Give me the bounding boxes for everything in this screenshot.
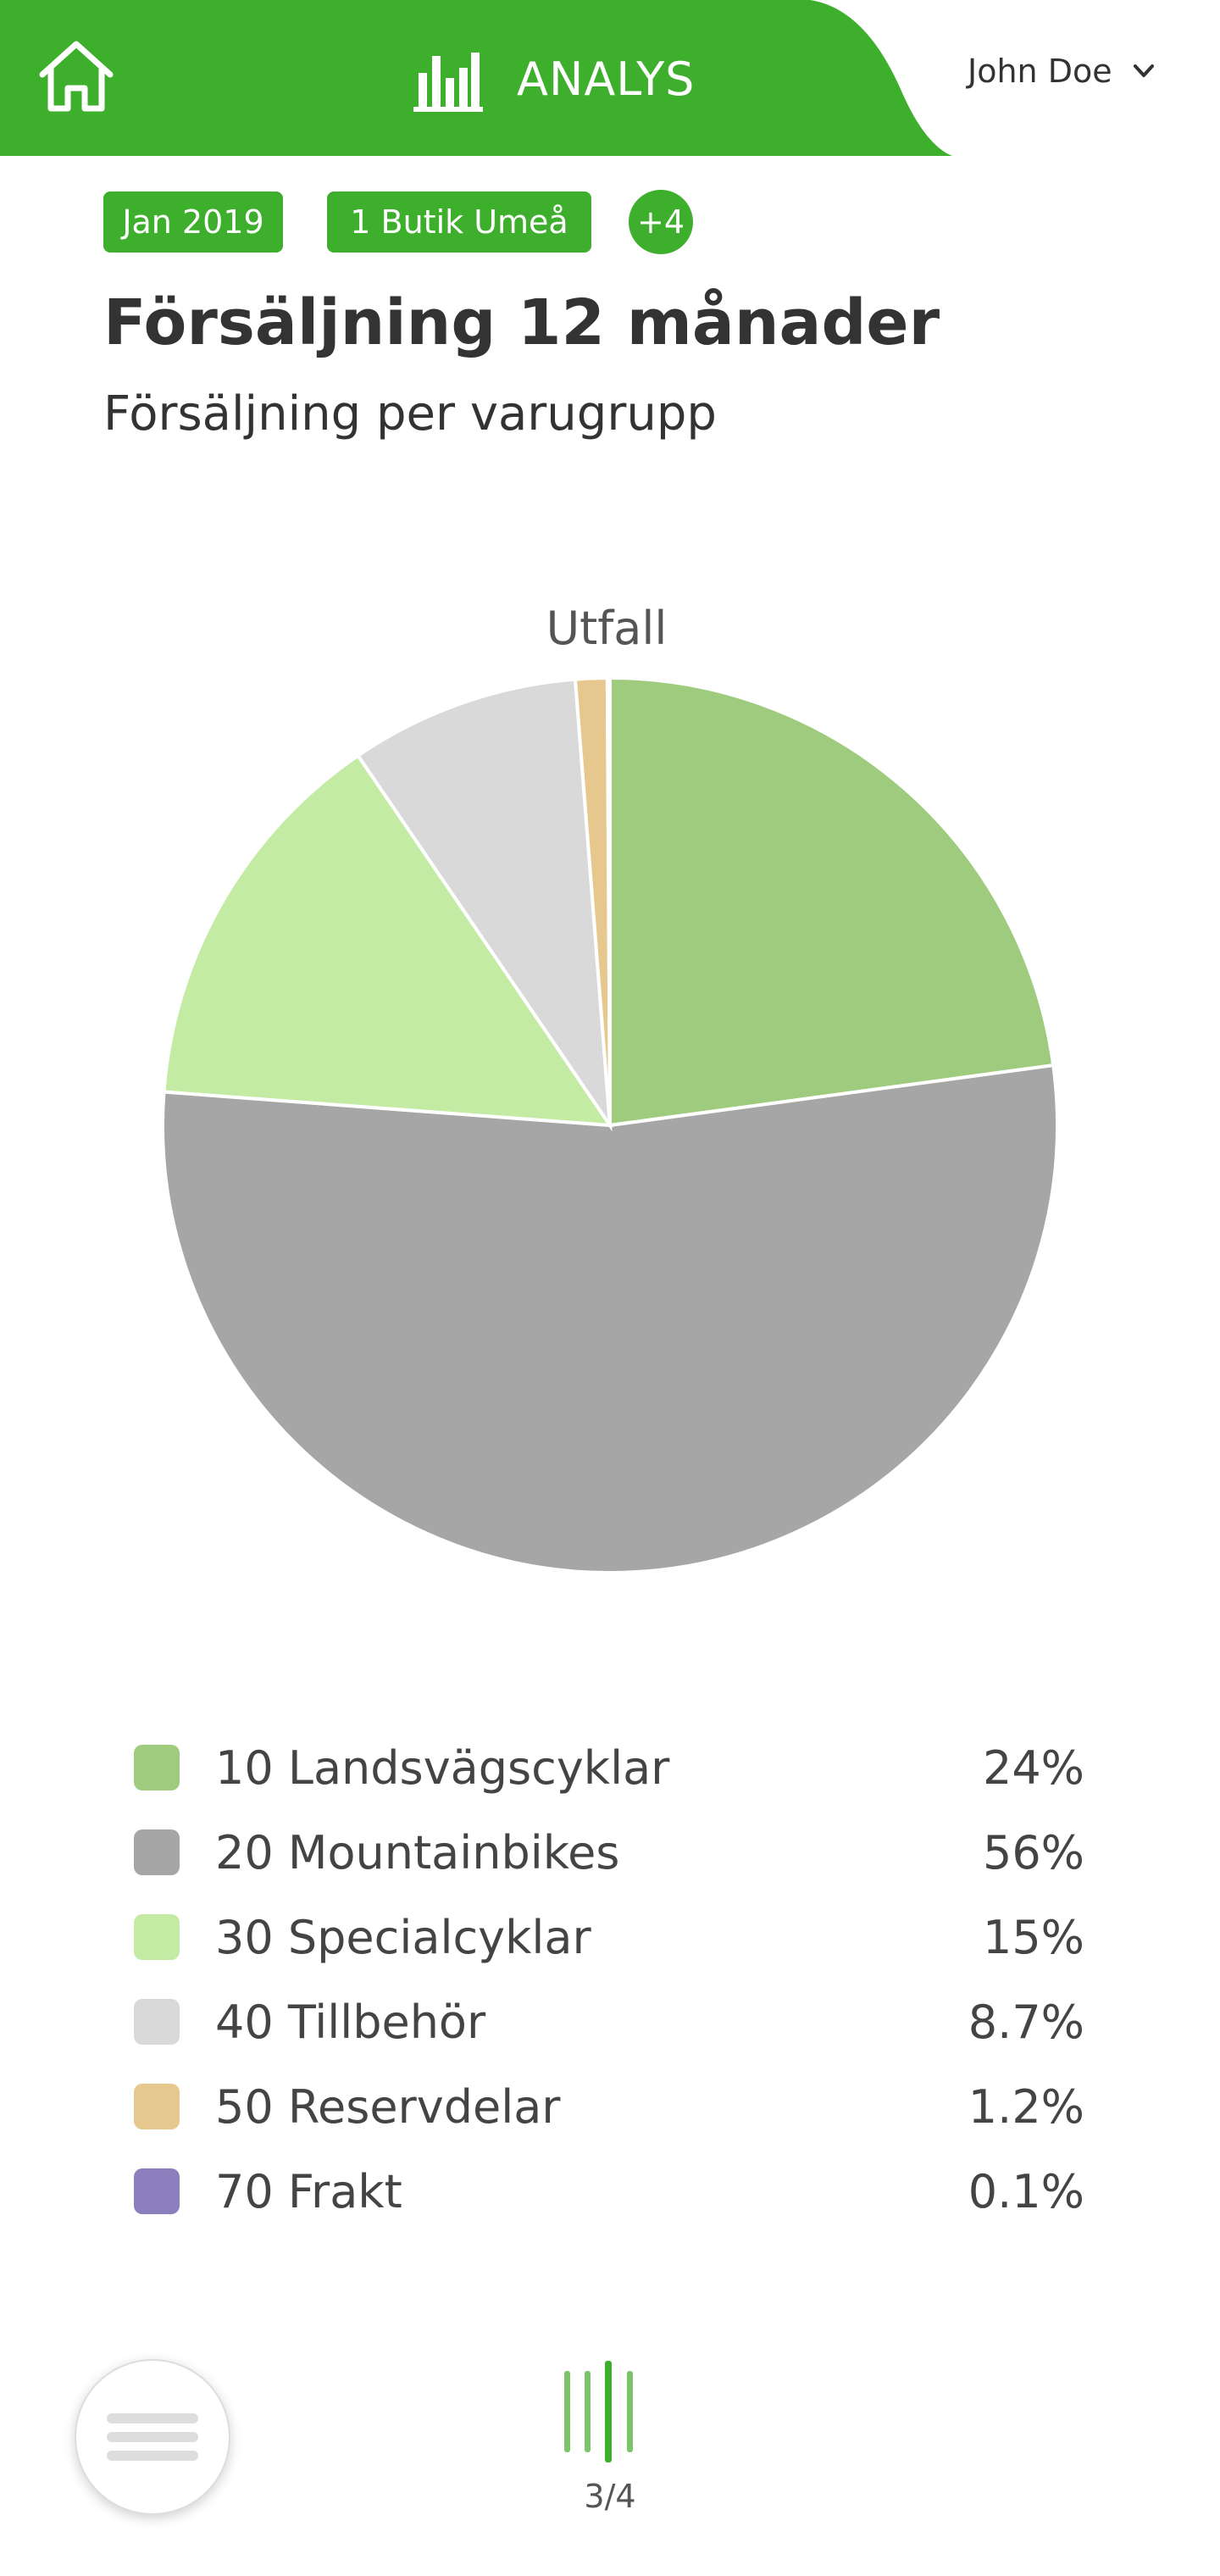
page-indicator-text: 3/4 (584, 2478, 636, 2515)
legend-label: 40 Tillbehör (215, 1995, 486, 2049)
legend-label: 30 Specialcyklar (215, 1910, 591, 1964)
home-button[interactable] (34, 37, 119, 119)
user-name: John Doe (968, 53, 1112, 90)
home-icon (39, 41, 114, 112)
legend-value: 1.2% (968, 2079, 1084, 2134)
legend-label: 50 Reservdelar (215, 2079, 561, 2134)
legend-value: 0.1% (968, 2164, 1084, 2218)
pie-slice[interactable] (161, 1063, 1059, 1574)
page-subtitle: Försäljning per varugrupp (103, 386, 717, 441)
app-title: ANALYS (517, 52, 696, 106)
legend-swatch (134, 1829, 180, 1875)
user-menu[interactable]: John Doe (968, 53, 1156, 90)
pie-slice[interactable] (162, 752, 613, 1128)
legend-value: 24% (982, 1740, 1084, 1795)
pie-slice[interactable] (355, 677, 613, 1132)
pie-chart: Utfall (161, 602, 1059, 1574)
bar-chart-icon (413, 53, 483, 112)
legend-swatch (134, 1914, 180, 1960)
legend-swatch (134, 1999, 180, 2045)
legend-item[interactable]: 50 Reservdelar 1.2% (134, 2064, 1084, 2149)
legend-value: 56% (982, 1825, 1084, 1879)
app-header-title: ANALYS (412, 42, 695, 115)
legend-item[interactable]: 40 Tillbehör 8.7% (134, 1979, 1084, 2064)
legend-item[interactable]: 20 Mountainbikes 56% (134, 1810, 1084, 1895)
chevron-down-icon (1133, 64, 1154, 77)
page-indicator-icon[interactable] (561, 2359, 642, 2464)
legend-label: 20 Mountainbikes (215, 1825, 620, 1879)
more-filters-chip[interactable]: +4 (629, 190, 693, 254)
hamburger-menu-icon (107, 2413, 198, 2461)
store-filter-chip[interactable]: 1 Butik Umeå (327, 192, 591, 253)
menu-button[interactable] (75, 2359, 230, 2515)
legend-item[interactable]: 30 Specialcyklar 15% (134, 1895, 1084, 1979)
legend-item[interactable]: 70 Frakt 0.1% (134, 2149, 1084, 2234)
pie-slice[interactable] (605, 675, 612, 1126)
pie-slice[interactable] (608, 675, 1056, 1128)
legend-swatch (134, 2168, 180, 2214)
legend-label: 10 Landsvägscyklar (215, 1740, 670, 1795)
legend-label: 70 Frakt (215, 2164, 402, 2218)
chart-legend: 10 Landsvägscyklar 24% 20 Mountainbikes 56%… (134, 1725, 1084, 2234)
legend-value: 8.7% (968, 1995, 1084, 2049)
legend-swatch (134, 1745, 180, 1790)
chart-title: Utfall (546, 602, 668, 655)
period-filter-chip[interactable]: Jan 2019 (103, 192, 283, 253)
legend-value: 15% (982, 1910, 1084, 1964)
page-title: Försäljning 12 månader (103, 286, 940, 359)
legend-swatch (134, 2084, 180, 2129)
legend-item[interactable]: 10 Landsvägscyklar 24% (134, 1725, 1084, 1810)
